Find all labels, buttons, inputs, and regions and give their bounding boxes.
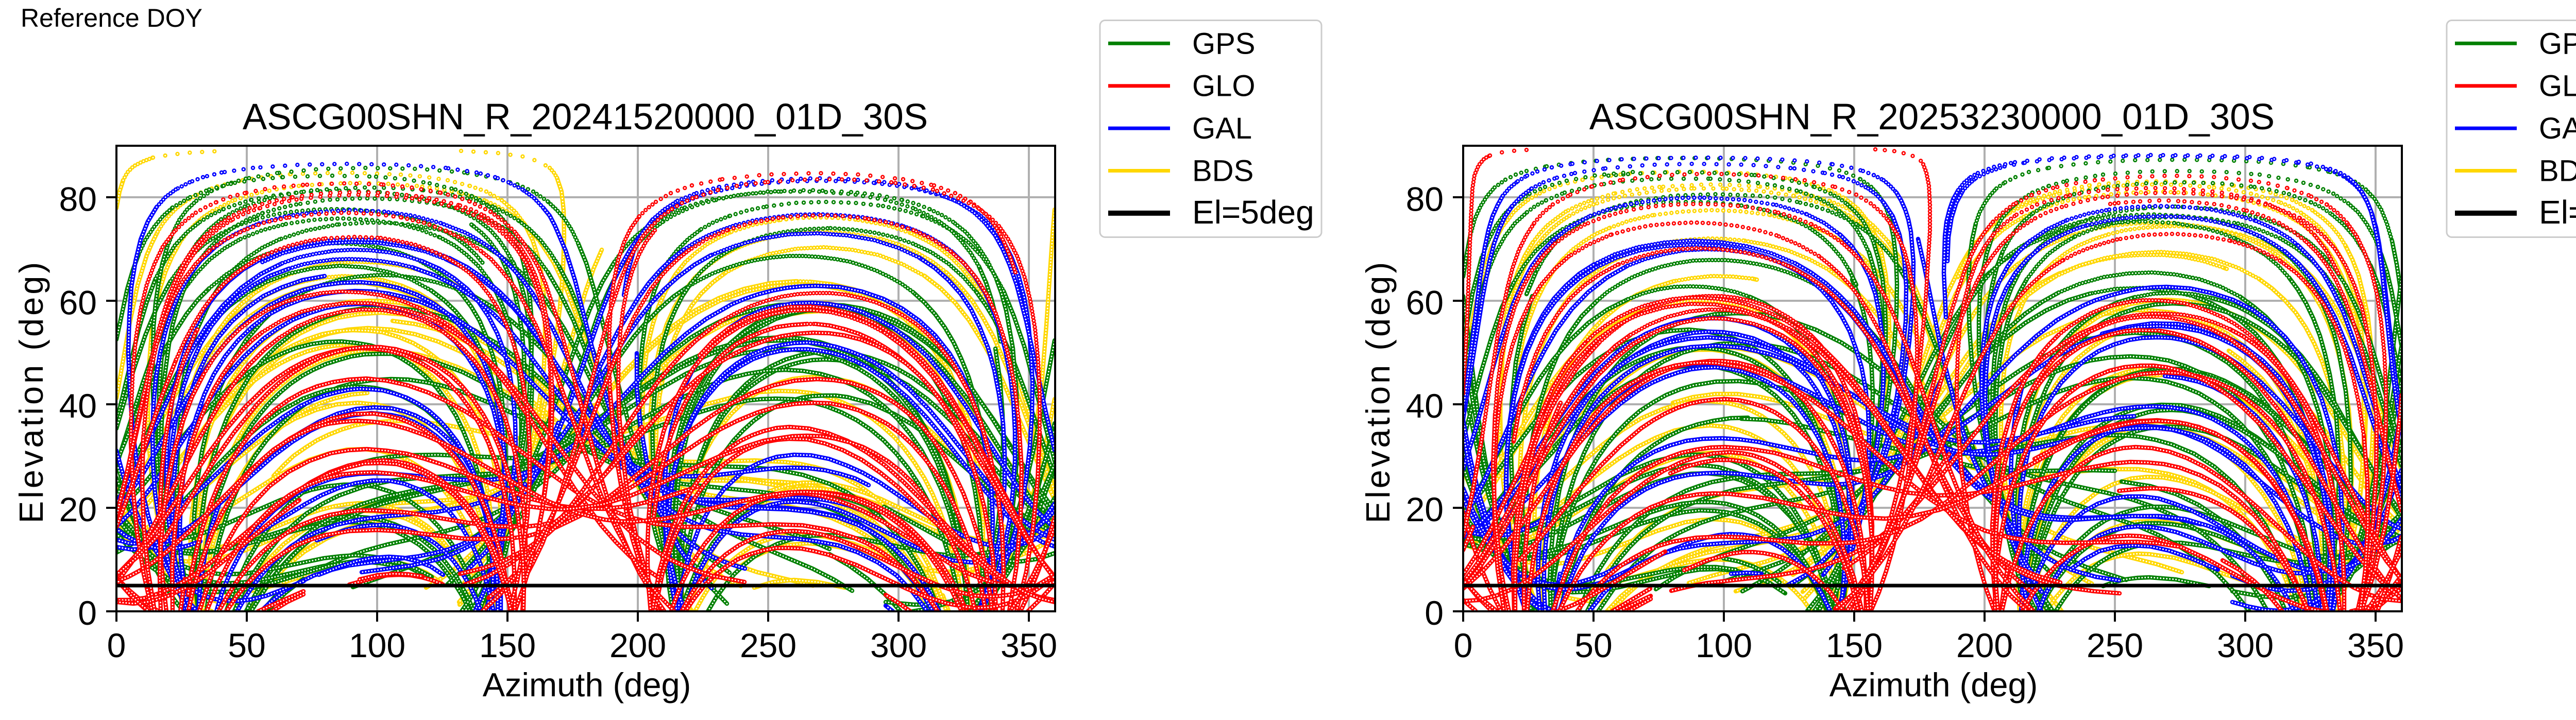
svg-text:BDS: BDS [1192,155,1253,188]
svg-text:Elevation (deg): Elevation (deg) [1359,260,1397,523]
svg-text:50: 50 [228,626,265,664]
svg-text:200: 200 [1956,626,2013,664]
svg-text:GAL: GAL [2539,112,2576,145]
svg-text:Reference DOY: Reference DOY [21,4,202,32]
svg-text:0: 0 [1425,594,1444,632]
svg-text:BDS: BDS [2539,155,2576,188]
svg-text:60: 60 [59,283,97,321]
svg-text:40: 40 [1406,387,1444,425]
svg-text:300: 300 [2217,626,2274,664]
svg-text:350: 350 [1001,626,1057,664]
svg-text:0: 0 [78,594,97,632]
svg-text:80: 80 [59,180,97,218]
svg-text:300: 300 [870,626,927,664]
svg-text:GLO: GLO [2539,70,2576,103]
svg-text:Elevation (deg): Elevation (deg) [12,260,50,523]
svg-text:GLO: GLO [1192,70,1256,103]
svg-text:GAL: GAL [1192,112,1252,145]
svg-text:80: 80 [1406,180,1444,218]
svg-text:250: 250 [2087,626,2143,664]
svg-text:20: 20 [59,490,97,528]
svg-text:50: 50 [1574,626,1612,664]
svg-text:40: 40 [59,387,97,425]
svg-text:GPS: GPS [1192,27,1256,60]
svg-text:Azimuth (deg): Azimuth (deg) [483,666,691,704]
svg-text:0: 0 [107,626,126,664]
svg-text:El=5deg: El=5deg [2539,194,2576,231]
svg-text:200: 200 [609,626,666,664]
svg-text:150: 150 [479,626,536,664]
svg-text:100: 100 [349,626,405,664]
svg-text:350: 350 [2347,626,2404,664]
svg-text:ASCG00SHN_R_20253230000_01D_30: ASCG00SHN_R_20253230000_01D_30S [1589,97,2275,138]
svg-text:20: 20 [1406,490,1444,528]
svg-text:0: 0 [1454,626,1473,664]
svg-text:150: 150 [1826,626,1883,664]
svg-text:El=5deg: El=5deg [1192,194,1314,231]
svg-text:100: 100 [1696,626,1752,664]
svg-text:60: 60 [1406,283,1444,321]
svg-text:ASCG00SHN_R_20241520000_01D_30: ASCG00SHN_R_20241520000_01D_30S [243,97,928,138]
svg-text:Azimuth (deg): Azimuth (deg) [1829,666,2038,704]
svg-text:250: 250 [740,626,796,664]
svg-text:GPS: GPS [2539,27,2576,60]
